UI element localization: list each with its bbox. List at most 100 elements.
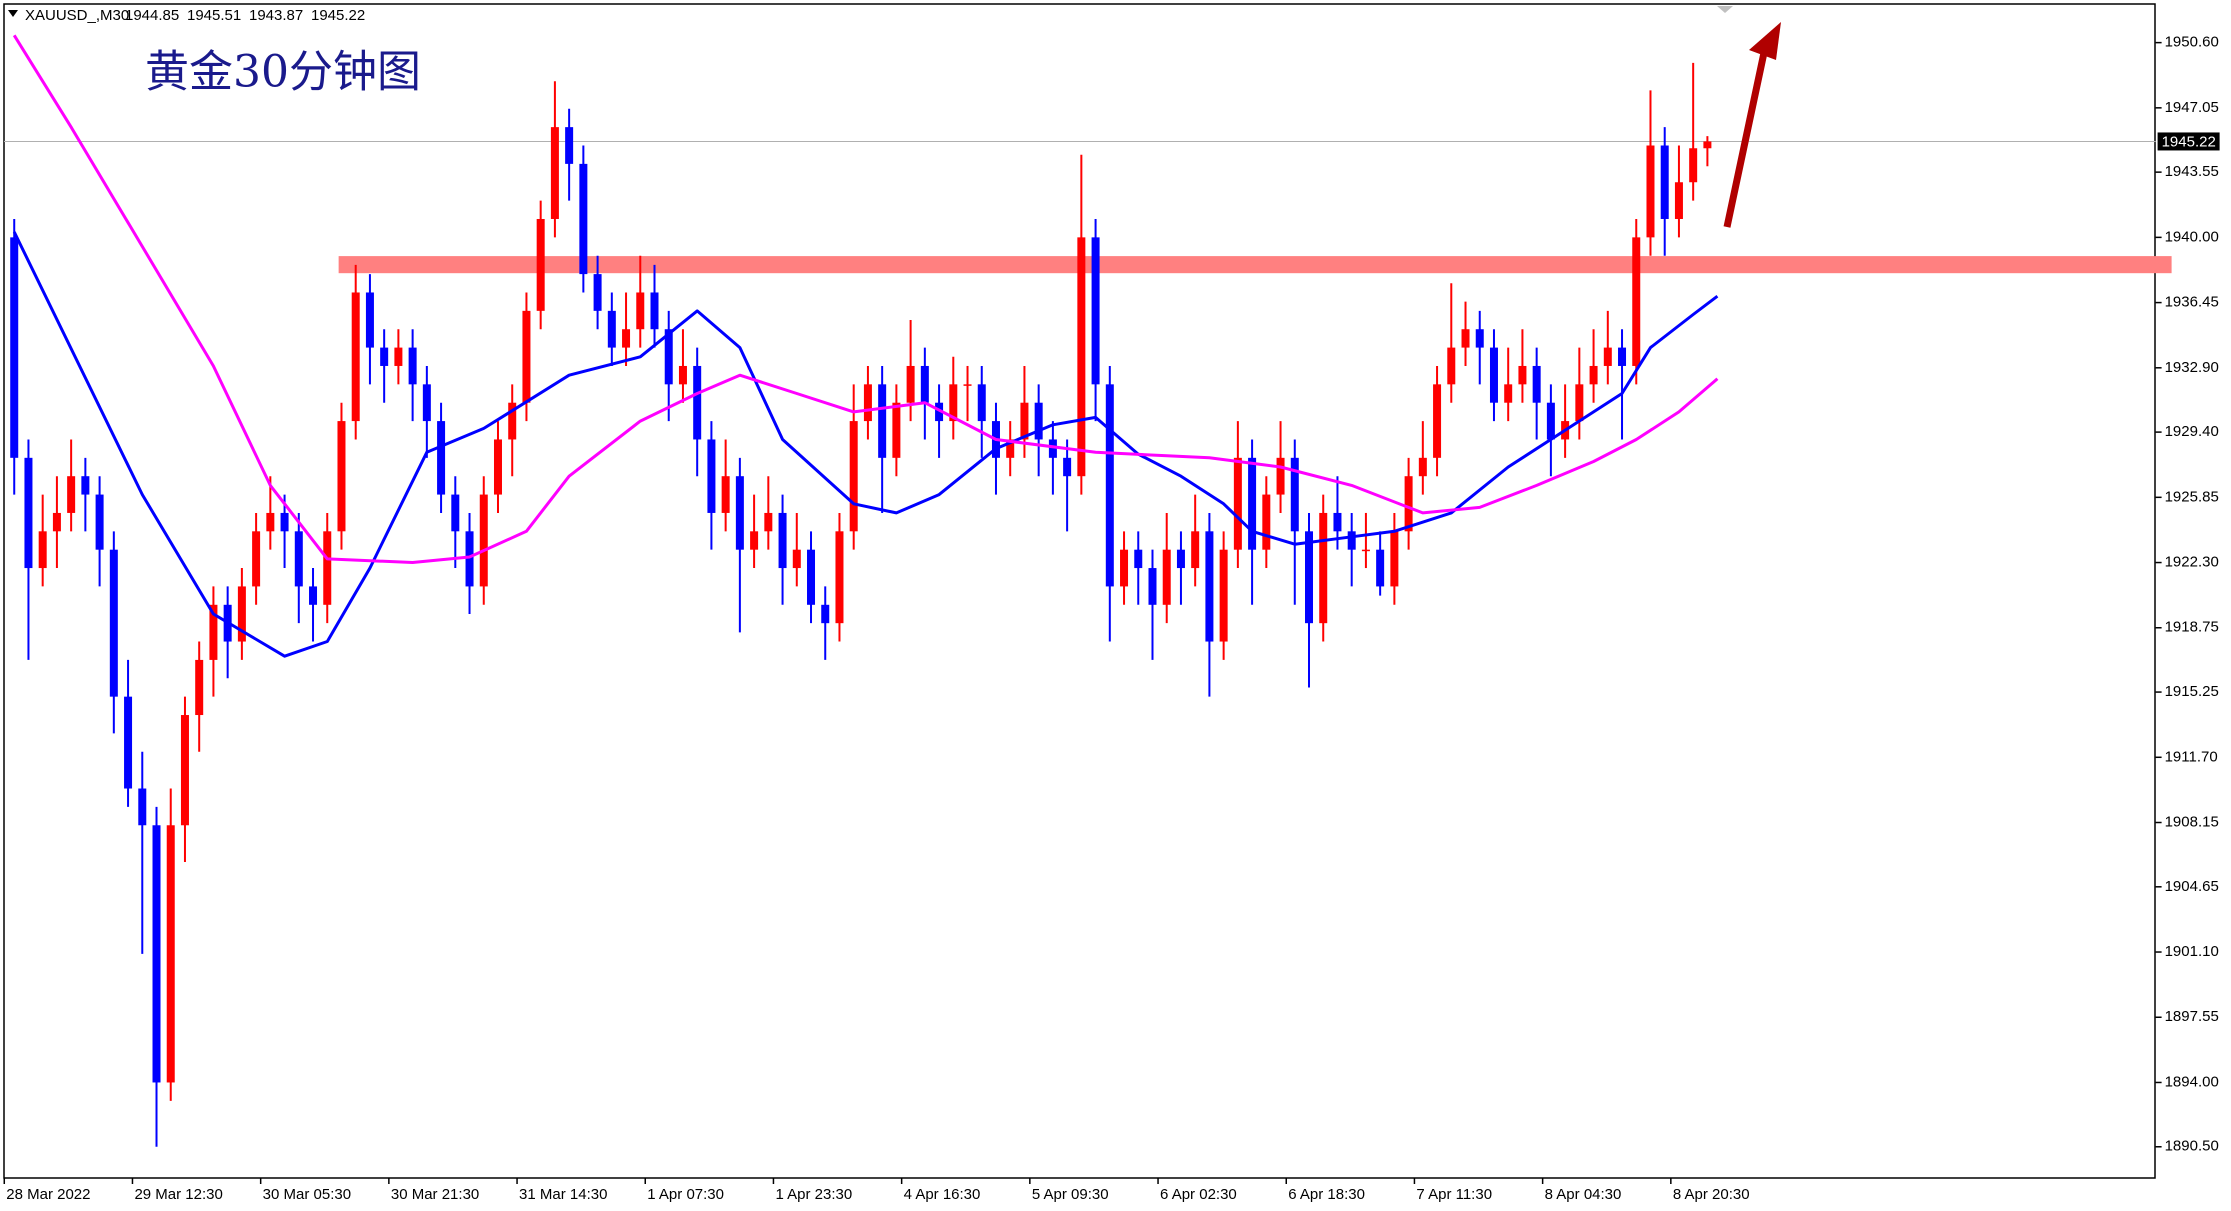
candle-body [1447, 347, 1456, 385]
y-tick-label: 1947.05 [2165, 99, 2219, 116]
candle-body [693, 365, 702, 440]
candle-body [166, 825, 175, 1083]
candle-body [1518, 365, 1527, 385]
candle-body [764, 512, 773, 532]
candle-body [1404, 476, 1413, 532]
candle-body [1176, 549, 1185, 569]
candle-body [1034, 402, 1043, 440]
y-tick-label: 1904.65 [2165, 878, 2219, 895]
y-tick-label: 1908.15 [2165, 813, 2219, 830]
candle-body [920, 365, 929, 403]
candle-body [1290, 457, 1299, 532]
x-tick-label: 30 Mar 21:30 [391, 1186, 479, 1203]
candle-body [892, 402, 901, 458]
candle-body [1504, 384, 1513, 403]
candle-body [394, 347, 403, 366]
candle-body [209, 604, 218, 660]
candle-body [636, 292, 645, 330]
candle-body [408, 347, 417, 385]
candle-body [493, 439, 502, 495]
candle-body [1162, 549, 1171, 605]
candle-body [522, 310, 531, 403]
x-tick-label: 5 Apr 09:30 [1032, 1186, 1109, 1203]
candle-body [678, 365, 687, 385]
candle-body [1134, 549, 1143, 569]
candle-body [38, 531, 47, 569]
candle-body [963, 384, 972, 386]
candle-body [1489, 347, 1498, 403]
candle-body [1361, 549, 1370, 552]
candle-body [1603, 347, 1612, 366]
price-label: 1945.22 [2162, 133, 2216, 150]
x-tick-label: 1 Apr 07:30 [647, 1186, 724, 1203]
candle-body [707, 439, 716, 513]
y-tick-label: 1890.50 [2165, 1138, 2219, 1155]
x-tick-label: 6 Apr 02:30 [1160, 1186, 1237, 1203]
candle-body [565, 127, 574, 164]
price-label-box [2157, 132, 2220, 151]
x-tick-label: 1 Apr 23:30 [775, 1186, 852, 1203]
header-close: 1945.22 [311, 7, 365, 24]
candle-body [1262, 494, 1271, 550]
y-tick-label: 1925.85 [2165, 488, 2219, 505]
y-tick-label: 1932.90 [2165, 359, 2219, 376]
candle-body [280, 512, 289, 532]
candle-body [1048, 439, 1057, 458]
candle-body [664, 329, 673, 385]
candle-body [622, 329, 631, 348]
candle-body [1305, 531, 1314, 624]
candle-body [237, 586, 246, 642]
candle-body [479, 494, 488, 587]
header-open: 1944.85 [125, 7, 179, 24]
candle-body [593, 274, 602, 311]
candle-body [977, 384, 986, 422]
candle-body [1333, 512, 1342, 532]
candle-body [1276, 457, 1285, 495]
y-tick-label: 1897.55 [2165, 1008, 2219, 1025]
candle-body [935, 402, 944, 422]
chart-title: 黄金30分钟图 [145, 47, 421, 98]
candle-body [1689, 148, 1698, 183]
y-tick-label: 1929.40 [2165, 423, 2219, 440]
trend-arrow-head [1749, 22, 1781, 60]
candle-body [195, 659, 204, 716]
candle-body [1020, 402, 1029, 440]
candle-body [1461, 329, 1470, 348]
candle-body [24, 457, 33, 569]
candle-body [180, 715, 189, 826]
candle-body [124, 696, 133, 789]
candle-body [1632, 237, 1641, 366]
candle-body [252, 531, 261, 587]
candle-body [1347, 531, 1356, 550]
candle-body [52, 512, 61, 532]
candle-body [792, 549, 801, 569]
candle-body [1191, 531, 1200, 569]
candle-body [650, 292, 659, 330]
candle-body [1091, 237, 1100, 385]
candle-body [1219, 549, 1228, 642]
candle-body [67, 476, 76, 513]
candle-body [81, 476, 90, 495]
candle-body [906, 365, 915, 403]
header-low: 1943.87 [249, 7, 303, 24]
candle-body [1674, 182, 1683, 219]
symbol: XAUUSD_,M30 [25, 7, 129, 24]
x-tick-label: 30 Mar 05:30 [263, 1186, 351, 1203]
y-tick-label: 1915.25 [2165, 683, 2219, 700]
x-tick-label: 29 Mar 12:30 [134, 1186, 222, 1203]
candle-body [1105, 384, 1114, 587]
candle-body [1376, 549, 1385, 587]
y-tick-label: 1894.00 [2165, 1073, 2219, 1090]
candle-body [1418, 457, 1427, 477]
candle-body [10, 237, 19, 458]
y-tick-label: 1911.70 [2165, 748, 2218, 765]
candle-body [778, 512, 787, 569]
moving-average [12, 34, 1719, 564]
candle-body [1077, 237, 1086, 477]
candle-body [1063, 457, 1072, 477]
candle-body [579, 163, 588, 275]
candle-body [1319, 512, 1328, 624]
candle-body [1546, 402, 1555, 440]
